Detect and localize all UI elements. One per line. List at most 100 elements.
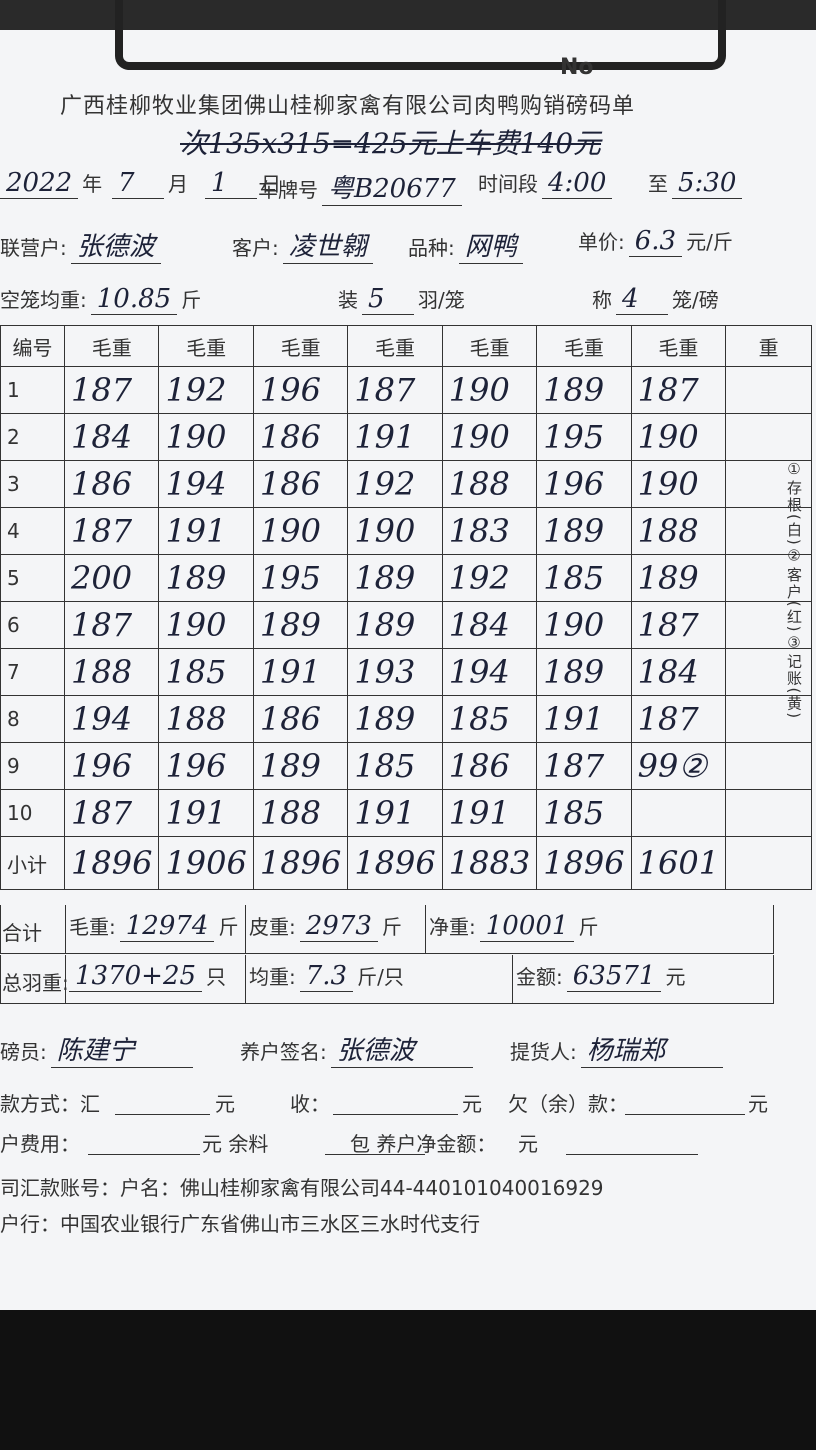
- field: 空笼均重: 10.85 斤: [0, 284, 201, 315]
- weight-cell: 1896: [252, 836, 349, 890]
- form-text: 款方式：汇: [0, 1092, 100, 1116]
- field-value: 7: [112, 168, 164, 199]
- weight-cell: 187: [347, 366, 443, 414]
- table-row: 3 186 194 186 192 188 196 190: [0, 460, 813, 508]
- table-row: 小计 1896 1906 1896 1896 1883 1896 1601: [0, 836, 813, 890]
- weight-cell: 185: [347, 742, 443, 790]
- weight-cell: [725, 742, 813, 790]
- field: 磅员: 陈建宁: [0, 1030, 193, 1068]
- weight-cell: [725, 460, 813, 508]
- field-label: 毛重:: [69, 915, 116, 939]
- weight-cell: 191: [536, 695, 632, 743]
- field-label: 至: [648, 172, 668, 196]
- field-value: 陈建宁: [50, 1030, 193, 1068]
- background: [0, 1310, 816, 1450]
- table-row: 5 200 189 195 189 192 185 189: [0, 554, 813, 602]
- weight-cell: 196: [158, 742, 254, 790]
- blank-line: [88, 1154, 200, 1155]
- field-value: 4:00: [542, 168, 613, 199]
- header-cell: 毛重: [630, 325, 727, 367]
- field: 客户: 凌世翱: [232, 226, 373, 264]
- weight-cell: 191: [252, 648, 349, 696]
- weight-cell: 189: [158, 554, 254, 602]
- field: 时间段 4:00: [478, 168, 613, 199]
- field-label: 单价:: [578, 230, 625, 254]
- account: 司汇款账号：户名：佛山桂柳家禽有限公司44-440101040016929: [0, 1176, 604, 1200]
- table-row: 8 194 188 186 189 185 191 187: [0, 695, 813, 743]
- field: 称 4 笼/磅: [592, 284, 719, 315]
- weight-cell: [725, 648, 813, 696]
- form-text: 元: [462, 1092, 482, 1116]
- form-text: 元 余料: [202, 1132, 269, 1156]
- field-unit: 月: [168, 172, 188, 196]
- table-row: 1 187 192 196 187 190 189 187: [0, 366, 813, 414]
- weight-cell: 1883: [441, 836, 538, 890]
- field-unit: 斤: [578, 915, 599, 939]
- weight-cell: 196: [252, 366, 349, 414]
- weight-cell: 191: [441, 789, 538, 837]
- field-unit: 斤: [381, 915, 402, 939]
- weight-cell: 189: [252, 742, 349, 790]
- field-unit: 年: [82, 172, 103, 196]
- field-value: 张德波: [330, 1030, 473, 1068]
- field-value: 张德波: [70, 226, 161, 264]
- field-label: 空笼均重:: [0, 288, 87, 312]
- blank-line: [333, 1114, 458, 1115]
- field-label: 联营户:: [0, 236, 67, 260]
- blank-line: [566, 1154, 698, 1155]
- weight-cell: 190: [441, 366, 538, 414]
- field: 金额: 63571 元: [516, 961, 685, 992]
- weight-cell: 184: [630, 648, 727, 696]
- weight-cell: [725, 554, 813, 602]
- weight-cell: 189: [536, 648, 632, 696]
- cell-divider: [245, 905, 246, 953]
- weight-cell: 190: [252, 507, 349, 555]
- weight-cell: 194: [158, 460, 254, 508]
- header-row: 编号 毛重 毛重 毛重 毛重 毛重 毛重 毛重重: [0, 325, 813, 367]
- weight-cell: 187: [63, 601, 160, 649]
- cell-divider: [512, 955, 513, 1003]
- table-row: 4 187 191 190 190 183 189 188: [0, 507, 813, 555]
- field: 单价: 6.3 元/斤: [578, 226, 733, 257]
- header-cell: 编号: [0, 325, 65, 367]
- field-label: 均重:: [249, 965, 296, 989]
- header-cell: 毛重: [441, 325, 538, 367]
- cell-divider: [65, 955, 66, 1003]
- row-label: 7: [0, 648, 65, 696]
- header-cell: 毛重: [347, 325, 443, 367]
- header-cell: 毛重: [158, 325, 254, 367]
- weight-cell: 200: [63, 554, 160, 602]
- table-row: 7 188 185 191 193 194 189 184: [0, 648, 813, 696]
- field-value: 杨瑞郑: [580, 1030, 723, 1068]
- field-label: 磅员:: [0, 1040, 47, 1064]
- blank-line: [115, 1114, 210, 1115]
- weight-cell: 99②: [630, 742, 727, 790]
- weight-cell: 193: [347, 648, 443, 696]
- table-row: 9 196 196 189 185 186 187 99②: [0, 742, 813, 790]
- form-text: 元: [748, 1092, 768, 1116]
- field-unit: 羽/笼: [418, 288, 465, 312]
- field-value: 1: [205, 168, 257, 199]
- weight-cell: [725, 366, 813, 414]
- weight-cell: 1896: [63, 836, 160, 890]
- header-cell: 毛重: [252, 325, 349, 367]
- field-label: 净重:: [429, 915, 476, 939]
- field-unit: 元/斤: [686, 230, 733, 254]
- field-value: 6.3: [628, 226, 683, 257]
- field-unit: 斤: [181, 288, 202, 312]
- weight-cell: 187: [63, 789, 160, 837]
- field: 品种: 网鸭: [408, 226, 523, 264]
- field: 1370+25 只: [69, 961, 226, 992]
- form-text: 元: [518, 1132, 538, 1156]
- weight-cell: 195: [536, 413, 632, 461]
- field-unit: 斤: [218, 915, 239, 939]
- field-label: 称: [592, 288, 612, 312]
- form-text: 收：: [290, 1092, 330, 1116]
- weight-cell: 185: [536, 554, 632, 602]
- weight-cell: 188: [441, 460, 538, 508]
- totals-row: [0, 955, 774, 1004]
- blank-line: [325, 1154, 425, 1155]
